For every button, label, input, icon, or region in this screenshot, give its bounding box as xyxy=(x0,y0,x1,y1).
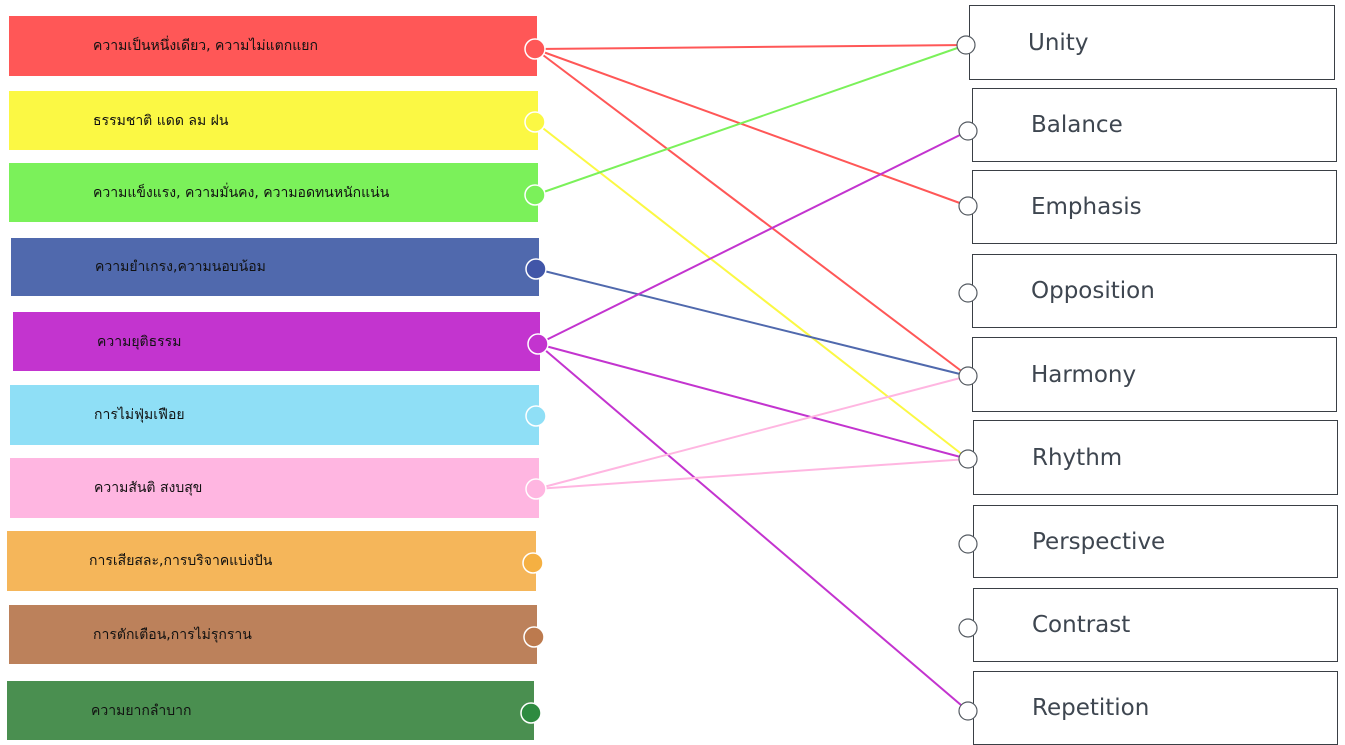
right-item-label: Repetition xyxy=(1032,695,1150,721)
right-connector-handle-perspective[interactable] xyxy=(958,534,978,554)
left-item-4[interactable]: ความยำเกรง,ความนอบน้อม xyxy=(11,238,539,296)
connection-line xyxy=(534,48,969,377)
right-connector-handle-balance[interactable] xyxy=(958,121,978,141)
left-connector-handle-1[interactable] xyxy=(524,38,546,60)
right-handles xyxy=(956,35,978,721)
connection-lines xyxy=(534,44,969,712)
right-item-repetition[interactable]: Repetition xyxy=(973,671,1338,745)
connection-line xyxy=(534,44,967,50)
right-connector-handle-rhythm[interactable] xyxy=(958,449,978,469)
right-item-label: Rhythm xyxy=(1032,444,1123,471)
connection-line xyxy=(537,130,969,345)
right-item-emphasis[interactable]: Emphasis xyxy=(972,170,1337,244)
left-item-label: การไม่ฟุ่มเฟือย xyxy=(94,407,185,423)
left-connector-handle-6[interactable] xyxy=(525,405,547,427)
connection-line xyxy=(534,44,967,196)
right-connector-handle-emphasis[interactable] xyxy=(958,196,978,216)
connection-line xyxy=(534,121,969,460)
left-item-label: ความสันติ สงบสุข xyxy=(94,480,203,496)
left-item-6[interactable]: การไม่ฟุ่มเฟือย xyxy=(10,385,539,445)
right-item-perspective[interactable]: Perspective xyxy=(973,505,1338,578)
right-item-label: Harmony xyxy=(1031,361,1137,388)
left-connector-handle-10[interactable] xyxy=(520,702,542,724)
left-item-label: ความแข็งแรง, ความมั่นคง, ความอดทนหนักแน่… xyxy=(93,184,390,201)
right-item-contrast[interactable]: Contrast xyxy=(973,588,1338,662)
right-connector-handle-contrast[interactable] xyxy=(958,618,978,638)
left-item-label: การตักเตือน,การไม่รุกราน xyxy=(93,626,252,643)
connection-line xyxy=(537,343,969,460)
connection-line xyxy=(535,375,969,490)
left-item-9[interactable]: การตักเตือน,การไม่รุกราน xyxy=(9,605,537,664)
left-item-5[interactable]: ความยุติธรรม xyxy=(13,312,540,371)
left-handles xyxy=(520,38,549,724)
right-connector-handle-opposition[interactable] xyxy=(958,283,978,303)
left-connector-handle-4[interactable] xyxy=(525,258,547,280)
right-item-unity[interactable]: Unity xyxy=(969,5,1335,80)
left-connector-handle-8[interactable] xyxy=(522,552,544,574)
left-connector-handle-2[interactable] xyxy=(524,111,546,133)
left-item-label: ความเป็นหนึ่งเดียว, ความไม่แตกแยก xyxy=(93,38,318,54)
left-item-label: ธรรมชาติ แดด ลม ฝน xyxy=(93,112,229,129)
connection-line xyxy=(534,48,969,207)
left-item-label: การเสียสละ,การบริจาคแบ่งปัน xyxy=(89,553,273,569)
right-item-label: Unity xyxy=(1028,29,1089,56)
left-item-8[interactable]: การเสียสละ,การบริจาคแบ่งปัน xyxy=(7,531,536,591)
left-item-label: ความยากลำบาก xyxy=(91,702,192,719)
left-connector-handle-7[interactable] xyxy=(525,478,547,500)
right-item-label: Balance xyxy=(1031,112,1123,138)
right-item-rhythm[interactable]: Rhythm xyxy=(973,420,1338,495)
left-item-10[interactable]: ความยากลำบาก xyxy=(7,681,534,740)
right-item-label: Perspective xyxy=(1032,528,1166,555)
right-item-label: Opposition xyxy=(1031,278,1155,304)
right-item-harmony[interactable]: Harmony xyxy=(972,337,1337,412)
connection-line xyxy=(535,458,969,490)
connection-line xyxy=(537,343,969,712)
right-item-label: Contrast xyxy=(1032,612,1131,638)
left-connector-handle-3[interactable] xyxy=(524,184,546,206)
right-item-opposition[interactable]: Opposition xyxy=(972,254,1337,328)
left-item-1[interactable]: ความเป็นหนึ่งเดียว, ความไม่แตกแยก xyxy=(9,16,537,76)
right-connector-handle-harmony[interactable] xyxy=(958,366,978,386)
right-connector-handle-unity[interactable] xyxy=(956,35,976,55)
left-item-2[interactable]: ธรรมชาติ แดด ลม ฝน xyxy=(9,91,538,150)
left-connector-handle-5[interactable] xyxy=(527,333,549,355)
right-connector-handle-repetition[interactable] xyxy=(958,701,978,721)
right-item-label: Emphasis xyxy=(1031,194,1142,220)
left-item-label: ความยุติธรรม xyxy=(97,333,182,350)
left-item-3[interactable]: ความแข็งแรง, ความมั่นคง, ความอดทนหนักแน่… xyxy=(9,163,538,222)
connection-line xyxy=(535,268,969,377)
left-item-label: ความยำเกรง,ความนอบน้อม xyxy=(95,259,266,275)
left-item-7[interactable]: ความสันติ สงบสุข xyxy=(10,458,539,518)
right-item-balance[interactable]: Balance xyxy=(972,88,1337,162)
left-connector-handle-9[interactable] xyxy=(523,626,545,648)
